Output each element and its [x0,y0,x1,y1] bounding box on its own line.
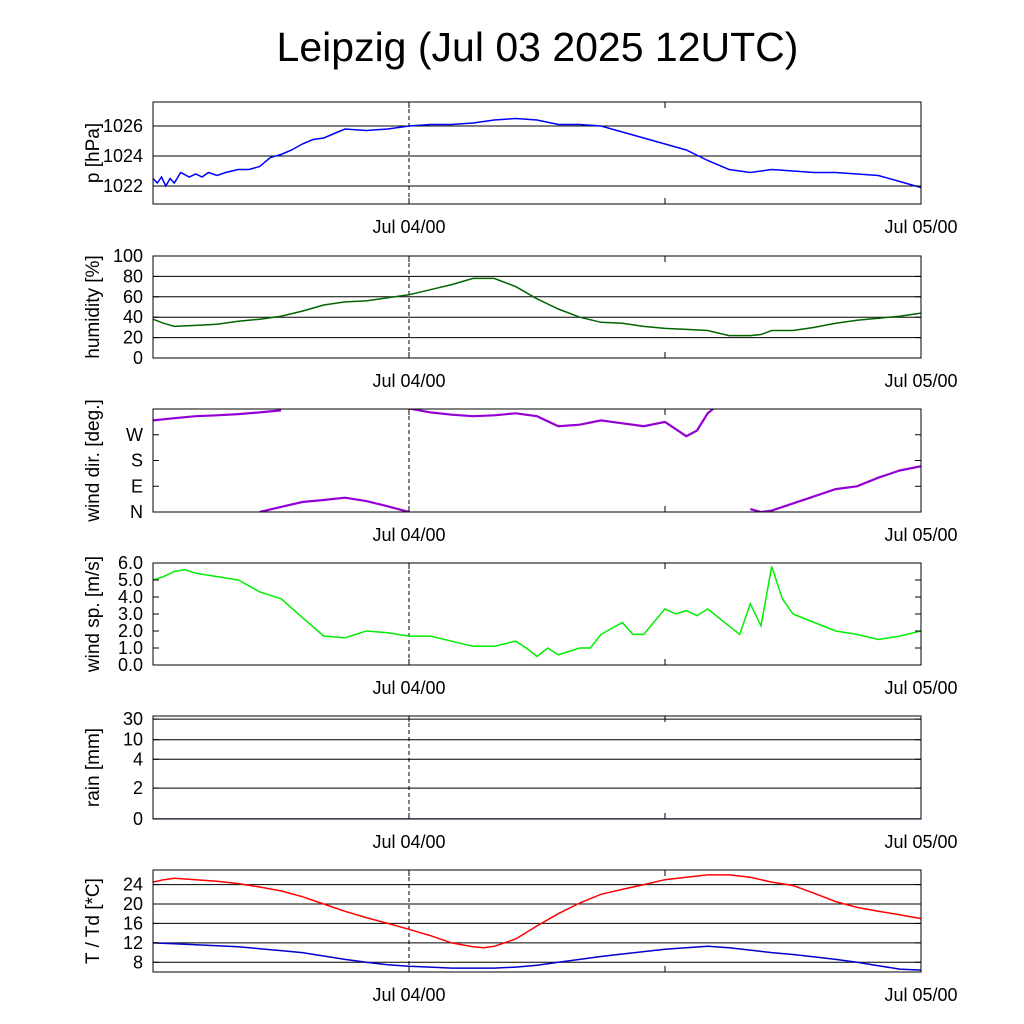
y-axis-label: rain [mm] [83,728,104,807]
y-tick-label: E [131,476,143,496]
y-tick-label: 20 [123,328,143,348]
y-tick-label: 2.0 [118,621,143,641]
y-tick-label: 1.0 [118,638,143,658]
series-line-1 [153,409,921,512]
x-tick-label: Jul 04/00 [372,525,445,545]
series-line-2 [259,496,410,512]
y-tick-label: S [131,451,143,471]
series-line-2 [153,942,921,971]
series-line-1 [153,117,921,189]
x-tick-label: Jul 05/00 [884,217,957,237]
x-tick-label: Jul 04/00 [372,985,445,1005]
y-axis-label: T / Td [*C] [83,878,104,964]
y-tick-label: 24 [123,875,143,895]
y-tick-label: 0.0 [118,655,143,675]
y-tick-label: 100 [113,246,143,266]
y-tick-label: 30 [123,709,143,729]
x-tick-label: Jul 05/00 [884,371,957,391]
y-tick-label: 16 [123,913,143,933]
plot-frame [152,101,922,205]
y-tick-label: 1026 [103,116,143,136]
x-tick-label: Jul 04/00 [372,832,445,852]
y-tick-label: 5.0 [118,570,143,590]
y-tick-label: 4 [133,749,143,769]
x-tick-label: Jul 05/00 [884,678,957,698]
plot-frame [152,715,922,820]
y-tick-label: 80 [123,266,143,286]
series-line-1 [153,566,921,658]
y-tick-label: 10 [123,730,143,750]
y-tick-label: W [126,425,143,445]
y-tick-label: 60 [123,287,143,307]
x-tick-label: Jul 04/00 [372,217,445,237]
y-tick-label: N [130,502,143,522]
y-tick-label: 8 [133,952,143,972]
y-axis-label: p [hPa] [83,123,104,183]
series-line-1 [153,874,921,949]
y-tick-label: 6.0 [118,553,143,573]
y-tick-label: 1024 [103,146,143,166]
y-tick-label: 3.0 [118,604,143,624]
y-tick-label: 2 [133,778,143,798]
chart-title: Leipzig (Jul 03 2025 12UTC) [276,24,799,70]
panel-1: 1022 1024 1026 Jul 04/00 Jul 05/00 p [hPa] [83,101,958,237]
series-line-1 [153,277,921,337]
plot-frame [152,562,922,666]
x-tick-label: Jul 05/00 [884,985,957,1005]
x-tick-label: Jul 04/00 [372,371,445,391]
x-tick-label: Jul 05/00 [884,832,957,852]
plot-frame [152,408,922,513]
y-tick-label: 12 [123,933,143,953]
y-tick-label: 1022 [103,176,143,196]
plot-frame [152,869,922,973]
x-tick-label: Jul 04/00 [372,678,445,698]
y-tick-label: 20 [123,894,143,914]
y-axis-label: humidity [%] [83,255,104,358]
y-axis-label: wind sp. [m/s] [83,556,104,673]
plot-frame [152,255,922,359]
y-tick-label: 40 [123,307,143,327]
y-axis-label: wind dir. [deg.] [83,399,104,523]
panel-4: 0.01.02.03.04.05.06.0 Jul 04/00 Jul 05/00 w… [83,553,958,698]
x-tick-label: Jul 05/00 [884,525,957,545]
y-tick-label: 0 [133,809,143,829]
y-tick-label: 0 [133,348,143,368]
y-tick-label: 4.0 [118,587,143,607]
